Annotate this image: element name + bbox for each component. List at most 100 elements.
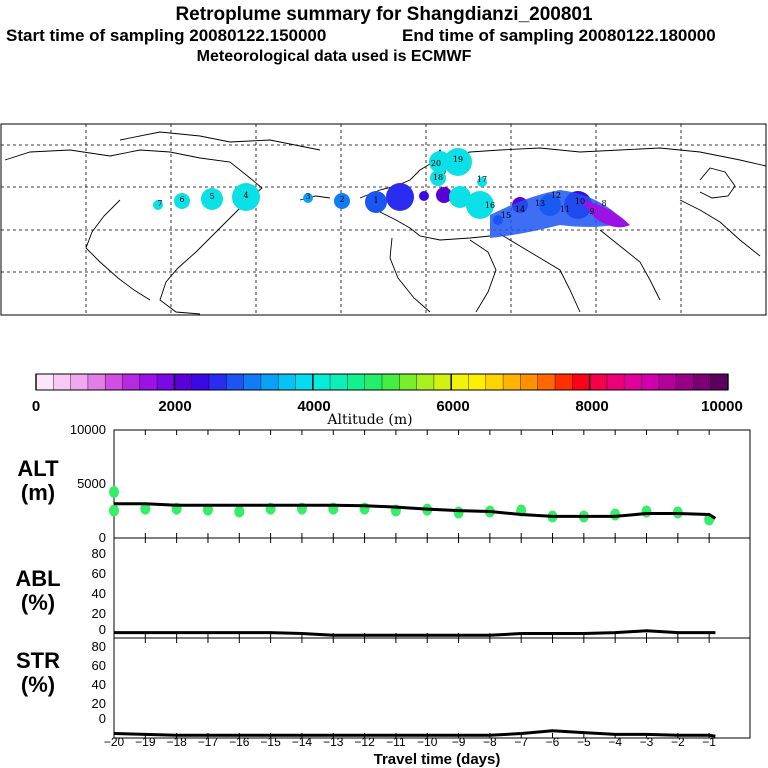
colorbar-segment [641,374,660,390]
plume-day-label: 6 [179,195,184,204]
colorbar-segment [589,374,608,390]
plume-day-label: 15 [501,211,511,220]
colorbar-segment [451,374,469,390]
colorbar-segment [485,374,504,390]
colorbar-segment [433,374,452,390]
map-gridlines [1,124,766,315]
colorbar-segment [191,374,210,390]
colorbar-segment [70,374,89,390]
colorbar-segment [382,374,400,390]
colorbar-segment [243,374,262,390]
plume-day-label: 13 [535,199,545,208]
y-tick-labels: 10000 5000 0 80 60 40 20 0 80 60 40 20 0 [70,422,106,726]
plume-day-label: 9 [589,207,594,216]
colorbar-segment [157,374,175,390]
x-axis-label: Travel time (days) [374,751,501,768]
plume-day-label: 19 [453,155,463,164]
str-tick-60: 60 [92,658,106,673]
alt-label-bottom: (m) [21,480,55,505]
colorbar-segment [503,374,521,390]
x-tick-label: −8 [483,735,497,749]
colorbar-segment [520,374,539,390]
colorbar-segment [676,374,694,390]
plume-day-label: 1 [373,196,378,205]
colorbar-segment [364,374,383,390]
x-tick-label: −16 [229,735,250,749]
x-tick-label: −12 [354,735,375,749]
x-tick-label: −1 [702,735,716,749]
abl-label-bottom: (%) [21,590,55,615]
plume-day-label: 11 [560,205,570,214]
plume-point [153,200,163,210]
plume-day-label: 2 [339,195,344,204]
cb-tick-6000: 6000 [436,398,469,415]
alt-tick-10000: 10000 [70,422,106,437]
cb-tick-2000: 2000 [158,398,191,415]
str-tick-0: 0 [99,711,106,726]
map-frame [0,123,767,316]
colorbar-segment [330,374,348,390]
colorbar-segment [468,374,487,390]
x-tick-label: −19 [135,735,156,749]
chart-title: Retroplume summary for Shangdianzi_20080… [175,4,593,25]
plume-point [436,187,452,203]
colorbar [35,373,729,391]
plume-point [449,186,471,208]
alt-particle-blob [610,508,621,521]
abl-tick-40: 40 [92,586,106,601]
plume-day-label: 14 [515,205,525,214]
x-tick-label: −15 [260,735,281,749]
x-tick-label: −17 [198,735,219,749]
map-plume: 20 19 18 17 16 15 14 13 12 11 10 98 7 6 5 4 3 2 1 [153,148,630,238]
plume-day-label: 18 [433,173,443,182]
plume-point [174,193,190,209]
series-lines [113,502,717,738]
colorbar-segment [658,374,677,390]
colorbar-segment [278,374,296,390]
colorbar-segment [53,374,71,390]
axis-ticks [113,430,710,738]
plot-frame [113,429,751,739]
alt-particle-blob [140,502,151,515]
plume-point [303,193,313,203]
plume-day-label: 4 [243,191,248,200]
colorbar-segment [36,374,54,390]
met-data-label: Meteorological data used is ECMWF [196,48,472,65]
x-tick-label: −9 [452,735,466,749]
plume-day-label: 17 [477,175,487,184]
plume-day-label: 8 [601,199,606,208]
colorbar-segment [710,374,729,390]
panel-frames [113,429,751,739]
x-tick-label: −4 [608,735,622,749]
str-tick-80: 80 [92,639,106,654]
alt-line [114,502,717,520]
plume-day-label: 10 [575,197,585,206]
plume-point [201,188,223,210]
colorbar-segment [174,374,193,390]
colorbar-segment [624,374,642,390]
colorbar-segment [416,374,435,390]
x-tick-label: −20 [104,735,125,749]
colorbar-segment [399,374,417,390]
cb-tick-10000: 10000 [701,398,743,415]
colorbar-segment [606,374,625,390]
plume-point [466,191,494,219]
colorbar-ticks: 0 2000 4000 6000 8000 10000 Altitude (m) [32,398,743,428]
x-tick-label: −18 [166,735,187,749]
colorbar-segment [122,374,141,390]
colorbar-segment [226,374,244,390]
colorbar-segment [312,374,331,390]
colorbar-segment [87,374,106,390]
plume-point [419,191,429,201]
x-tick-label: −6 [546,735,560,749]
plume-day-label: 20 [431,159,441,168]
colorbar-segment [347,374,366,390]
str-tick-20: 20 [92,696,106,711]
colorbar-segment [139,374,158,390]
alt-particle-blob [234,505,245,518]
x-tick-label: −10 [417,735,438,749]
abl-tick-60: 60 [92,566,106,581]
colorbar-segment [209,374,227,390]
abl-tick-0: 0 [99,622,106,637]
alt-particle-blob [641,505,652,518]
